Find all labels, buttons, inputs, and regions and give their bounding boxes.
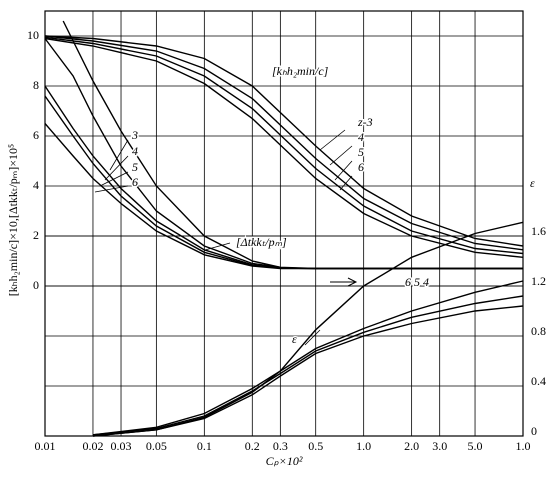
curve (92, 305, 524, 437)
x-tick-label: 0.2 (245, 439, 260, 453)
x-tick-label: 0.03 (111, 439, 132, 453)
y2-axis-title: ε (530, 176, 535, 190)
annotation: 5 (358, 145, 364, 159)
annotation: 6 (132, 175, 138, 189)
curve (44, 37, 524, 258)
x-tick-label: 0.5 (308, 439, 323, 453)
y2-tick-label: 0.4 (531, 374, 546, 388)
y-axis-title: [kₕh₂min/c]×10,[Δtkkₜ/pₘ]×10⁵ (6, 144, 20, 296)
annotation: 3 (131, 128, 138, 142)
y-tick-label: 2 (33, 228, 39, 242)
annotation: 4 (358, 130, 364, 144)
x-tick-label: 0.05 (146, 439, 167, 453)
y2-tick-label: 1.6 (531, 224, 546, 238)
annotation: 6 5 4 (405, 275, 429, 289)
y2-tick-label: 0.8 (531, 324, 546, 338)
curve (44, 35, 524, 247)
x-tick-label: 2.0 (404, 439, 419, 453)
y2-tick-label: 1.2 (531, 274, 546, 288)
curve (92, 280, 524, 436)
annotation: [kₕh₂min/c] (272, 64, 329, 78)
annotation: 4 (132, 144, 138, 158)
annotation: z-3 (357, 115, 373, 129)
y-tick-label: 0 (33, 278, 39, 292)
x-tick-label: 5.0 (468, 439, 483, 453)
annotation: ε (292, 332, 297, 346)
curve (92, 221, 524, 437)
curve (44, 123, 523, 270)
y-tick-label: 10 (27, 28, 39, 42)
y2-tick-label: 0 (531, 424, 537, 438)
annotation: 5 (132, 160, 138, 174)
x-tick-label: 3.0 (432, 439, 447, 453)
y-tick-label: 6 (33, 128, 39, 142)
x-tick-label: 0.02 (82, 439, 103, 453)
x-tick-label: 1.0 (356, 439, 371, 453)
curve (92, 295, 524, 436)
curve (44, 36, 524, 255)
x-tick-label: 1.0 (516, 439, 531, 453)
annotation: 6 (358, 160, 364, 174)
x-axis-title: Cₚ×10² (266, 454, 303, 468)
x-tick-label: 0.01 (35, 439, 56, 453)
curve (62, 20, 281, 268)
x-tick-label: 0.3 (273, 439, 288, 453)
x-tick-label: 0.1 (197, 439, 212, 453)
arrow (330, 277, 358, 287)
y-tick-label: 4 (33, 178, 39, 192)
y-tick-label: 8 (33, 78, 39, 92)
curve (44, 35, 524, 251)
annotation: [Δtkkₜ/pₘ] (236, 235, 287, 249)
